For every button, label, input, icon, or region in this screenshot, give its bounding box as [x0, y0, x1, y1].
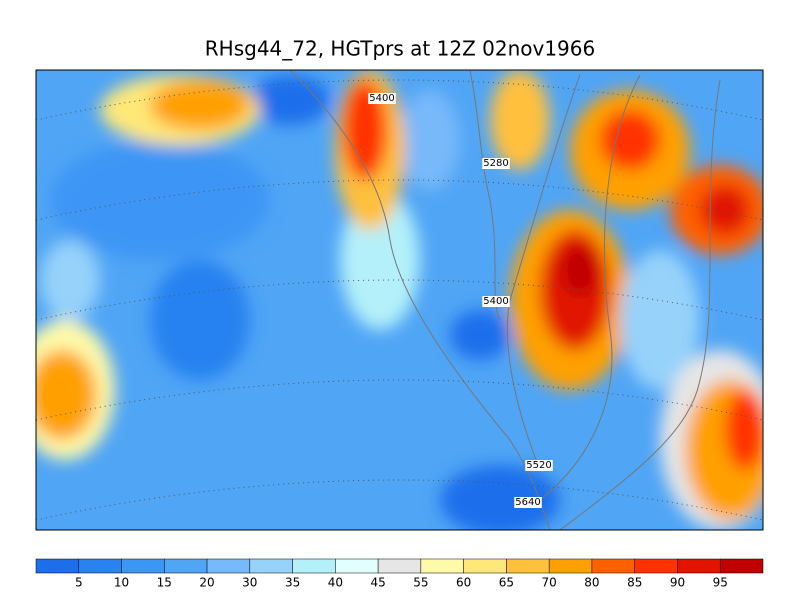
graticule: [36, 79, 763, 521]
colorbar-label: 60: [456, 576, 471, 590]
colorbar-label: 15: [157, 576, 172, 590]
colorbar-label: 5: [75, 576, 83, 590]
colorbar-swatch: [35, 558, 80, 574]
colorbar-swatch: [78, 558, 122, 574]
contour-label-bg: [368, 93, 396, 104]
colorbar-swatch: [463, 558, 507, 574]
colorbar-label: 40: [328, 576, 343, 590]
colorbar-swatch: [506, 558, 550, 574]
colorbar-label: 35: [285, 576, 300, 590]
contour-label-bg: [482, 158, 510, 169]
colorbar-swatch: [591, 558, 635, 574]
contour-label-bg: [525, 460, 553, 471]
colorbar-label: 10: [114, 576, 129, 590]
colorbar-label: 30: [242, 576, 257, 590]
colorbar-swatch: [121, 558, 165, 574]
colorbar-label: 65: [499, 576, 514, 590]
contour-label: 5400: [369, 93, 394, 104]
title: RHsg44_72, HGTprs at 12Z 02nov1966: [205, 37, 595, 61]
map-frame: [35, 69, 764, 531]
colorbar-swatch: [634, 558, 678, 574]
colorbar-swatch: [249, 558, 293, 574]
colorbar-swatch: [719, 558, 764, 574]
contour-label: 5400: [483, 296, 508, 307]
colorbar-label: 95: [713, 576, 728, 590]
contour-label-bg: [514, 497, 542, 508]
colorbar-swatch: [548, 558, 593, 574]
contour-label: 5280: [483, 158, 508, 169]
colorbar-label: 80: [584, 576, 599, 590]
contour-label-bg: [482, 296, 510, 307]
colorbar-swatch: [164, 558, 208, 574]
colorbar-label: 55: [413, 576, 428, 590]
colorbar-label: 70: [542, 576, 557, 590]
colorbar-swatch: [377, 558, 422, 574]
colorbar-swatch: [677, 558, 721, 574]
colorbar-label: 85: [627, 576, 642, 590]
colorbar-label: 90: [670, 576, 685, 590]
colorbar-swatch: [335, 558, 379, 574]
map: [36, 70, 763, 530]
colorbar-swatch: [206, 558, 251, 574]
colorbar: 5 10 15 20 30 35 40 45 55 60 65 70 80 85 90 95: [35, 558, 764, 590]
contour-label: 5520: [526, 460, 551, 471]
colorbar-swatch: [420, 558, 464, 574]
humidity-field: [36, 70, 763, 530]
colorbar-label: 45: [370, 576, 385, 590]
colorbar-label: 20: [199, 576, 214, 590]
contour-labels: 5400 5280 5400 5520 5640: [368, 93, 553, 508]
contour-label: 5640: [515, 497, 540, 508]
colorbar-swatch: [292, 558, 336, 574]
